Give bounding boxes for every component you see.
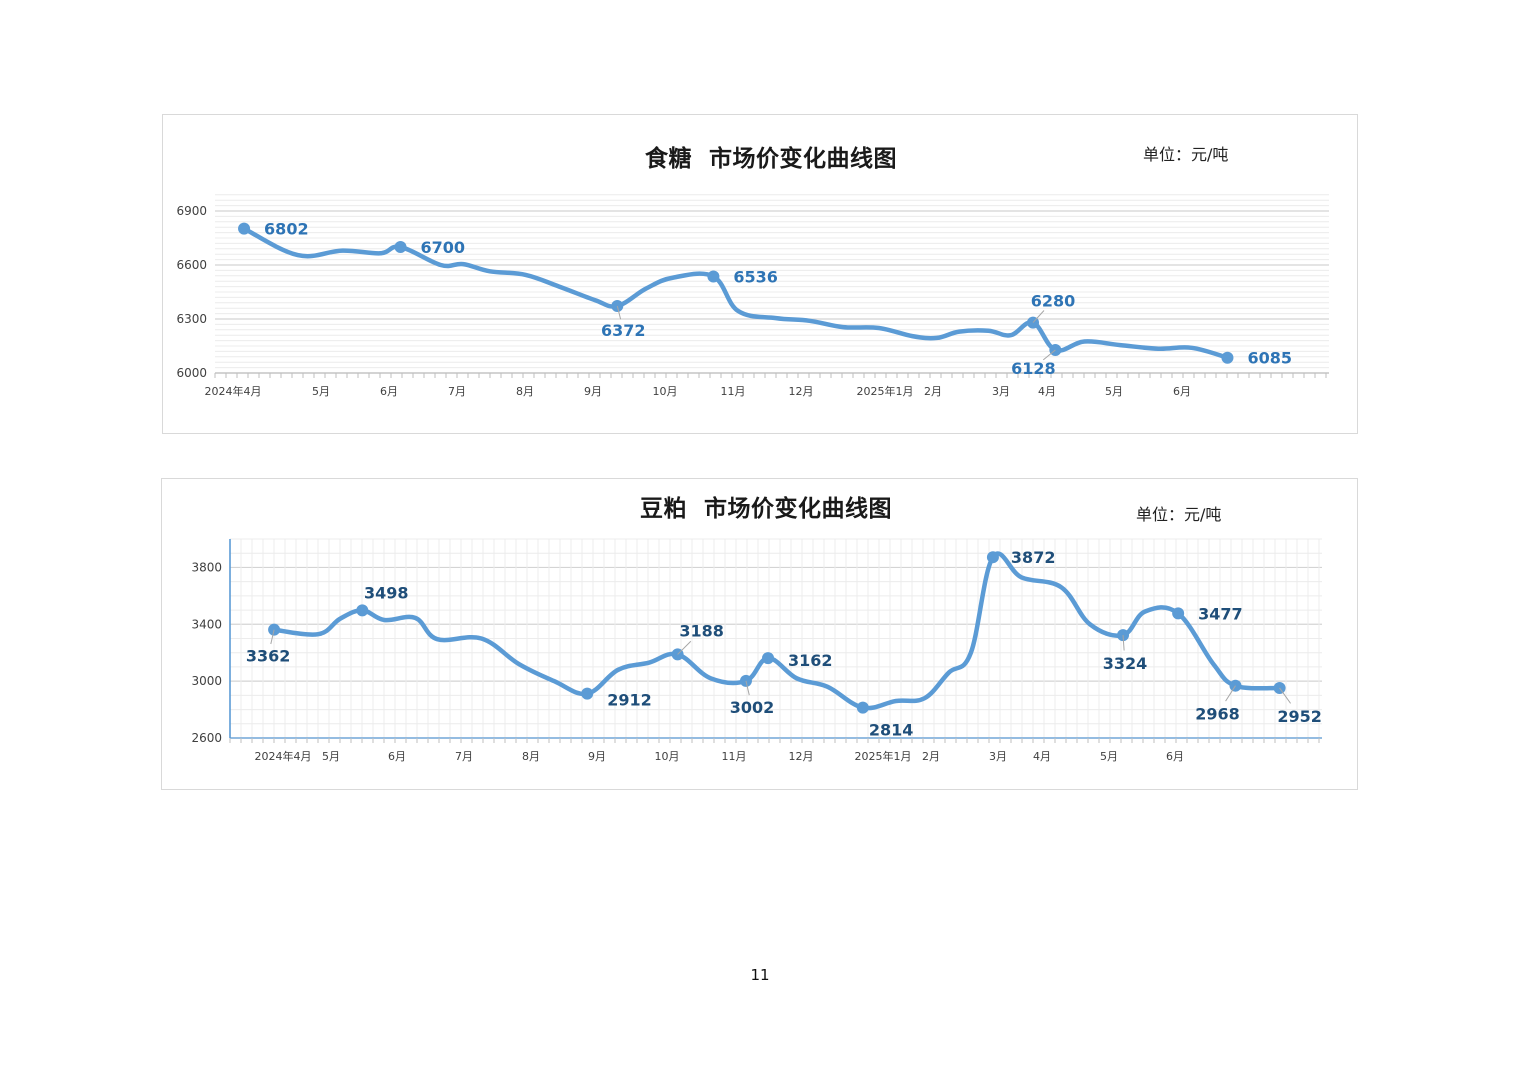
y-tick-label: 2600 <box>191 731 222 745</box>
data-point <box>986 551 999 564</box>
x-tick-label: 8月 <box>522 750 540 763</box>
data-label: 3188 <box>679 621 724 640</box>
series-line <box>241 226 1230 360</box>
x-tick-label: 12月 <box>789 385 814 398</box>
x-tick-label: 3月 <box>992 385 1010 398</box>
y-tick-label: 3000 <box>191 674 222 688</box>
x-tick-label: 2025年1月 <box>855 749 912 763</box>
x-tick-label: 11月 <box>721 385 746 398</box>
x-tick-label: 10月 <box>655 750 680 763</box>
x-tick-label: 4月 <box>1038 385 1056 398</box>
label-leader-line <box>1032 310 1045 323</box>
x-tick-label: 10月 <box>653 385 678 398</box>
y-tick-label: 3800 <box>191 560 222 574</box>
chart-unit: 单位：元/吨 <box>1136 505 1222 524</box>
x-tick-label: 12月 <box>789 750 814 763</box>
x-tick-label: 7月 <box>448 385 466 398</box>
x-tick-label: 8月 <box>516 385 534 398</box>
data-point <box>1273 681 1286 694</box>
x-tick-label: 6月 <box>380 385 398 398</box>
data-point <box>1221 351 1234 364</box>
series-line <box>271 551 1282 711</box>
data-label: 2952 <box>1277 707 1322 726</box>
y-tick-label: 6000 <box>176 366 207 380</box>
x-tick-label: 11月 <box>722 750 747 763</box>
soybean-meal-price-chart: 2600 3000 3400 3800 2024年4月 5月 6月 7月 8月 9月 10月 11月 1… <box>191 538 1322 763</box>
chart-title: 豆粕 市场价变化曲线图 <box>640 496 893 522</box>
data-point <box>611 300 624 313</box>
x-tick-label: 6月 <box>1173 385 1191 398</box>
label-leader-line <box>1225 685 1236 702</box>
data-point <box>707 270 720 283</box>
y-tick-label: 6900 <box>176 204 207 218</box>
x-axis-ticks <box>214 373 1327 378</box>
data-label: 6802 <box>264 220 309 239</box>
data-label: 3872 <box>1011 548 1056 567</box>
data-point <box>762 652 775 665</box>
x-tick-label: 5月 <box>322 750 340 763</box>
x-tick-label: 2月 <box>924 385 942 398</box>
x-tick-label: 6月 <box>1166 750 1184 763</box>
data-label: 6372 <box>601 321 646 340</box>
label-leader-line <box>1279 687 1291 704</box>
data-label: 6128 <box>1011 359 1056 378</box>
data-label: 2968 <box>1195 705 1240 724</box>
data-label: 6536 <box>733 268 778 287</box>
chart-panel-sugar: 食糖 市场价变化曲线图 单位：元/吨 6000 6300 6600 6900 2024年… <box>162 114 1358 434</box>
data-point <box>394 241 407 253</box>
chart-panel-soybean-meal: 豆粕 市场价变化曲线图 单位：元/吨 2600 3000 3400 3800 2024年… <box>161 478 1358 790</box>
label-leader-line <box>616 305 622 320</box>
data-point <box>581 687 594 700</box>
y-tick-label: 6300 <box>176 312 207 326</box>
x-tick-label: 4月 <box>1033 750 1051 763</box>
data-label: 2912 <box>607 691 652 710</box>
x-tick-label: 9月 <box>584 385 602 398</box>
data-label: 6700 <box>421 238 466 257</box>
label-leader-line <box>677 640 692 655</box>
data-label: 6085 <box>1247 349 1292 368</box>
label-leader-line <box>270 629 275 645</box>
x-tick-label: 2月 <box>922 750 940 763</box>
x-tick-label: 5月 <box>1100 750 1118 763</box>
x-tick-label: 6月 <box>388 750 406 763</box>
data-point <box>1172 607 1185 620</box>
data-label: 3002 <box>730 698 775 717</box>
data-label: 3324 <box>1103 654 1148 673</box>
label-leader-line <box>1042 349 1056 361</box>
label-leader-line <box>1122 635 1125 651</box>
data-label: 3362 <box>246 647 291 666</box>
x-tick-label: 3月 <box>989 750 1007 763</box>
y-tick-label: 3400 <box>191 617 222 631</box>
x-axis-ticks <box>229 738 1320 743</box>
chart-unit: 单位：元/吨 <box>1143 145 1229 164</box>
x-tick-label: 2024年4月 <box>255 749 312 763</box>
data-point <box>1229 679 1242 692</box>
sugar-price-chart: 6000 6300 6600 6900 2024年4月 5月 6月 7月 8月 9月 10月 11月 1… <box>176 194 1329 398</box>
x-tick-label: 7月 <box>455 750 473 763</box>
x-tick-label: 9月 <box>588 750 606 763</box>
data-label: 3162 <box>788 651 833 670</box>
data-label: 2814 <box>869 721 914 740</box>
label-leader-line <box>745 680 750 696</box>
data-label: 3477 <box>1198 604 1243 623</box>
x-tick-label: 5月 <box>1105 385 1123 398</box>
x-tick-label: 2025年1月 <box>857 384 914 398</box>
data-point <box>238 222 251 235</box>
data-label: 3498 <box>364 583 409 602</box>
x-tick-label: 5月 <box>312 385 330 398</box>
data-label: 6280 <box>1031 292 1076 311</box>
page-number: 11 <box>750 966 770 984</box>
x-tick-label: 2024年4月 <box>205 384 262 398</box>
data-point <box>856 701 869 714</box>
gridlines <box>230 538 1322 739</box>
data-point <box>1117 629 1130 642</box>
data-point <box>356 604 369 617</box>
data-point <box>268 623 281 636</box>
y-tick-label: 6600 <box>176 258 207 272</box>
chart-title: 食糖 市场价变化曲线图 <box>645 146 898 172</box>
